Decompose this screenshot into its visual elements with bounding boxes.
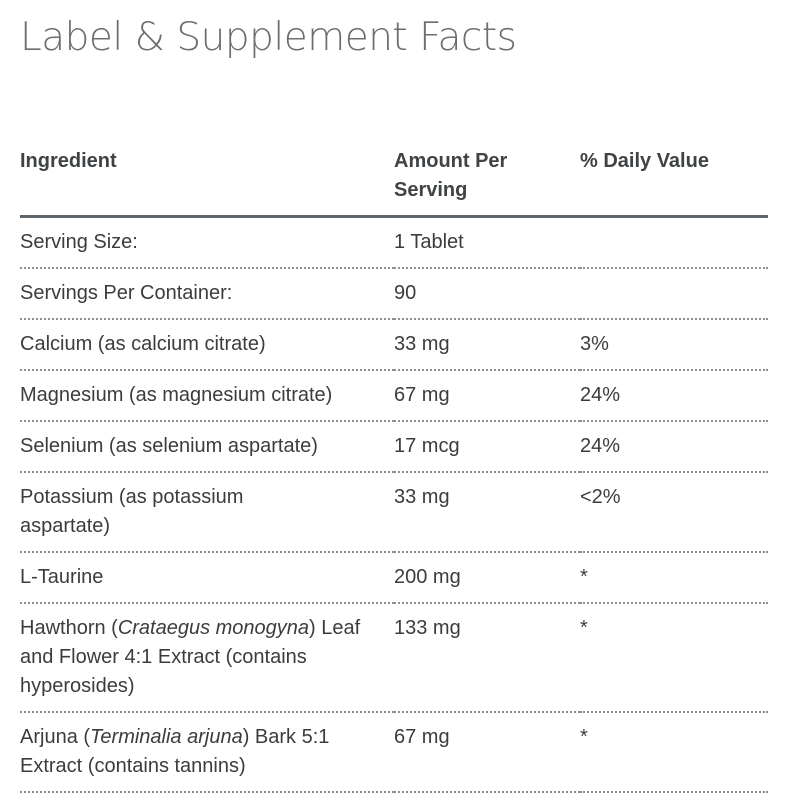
ingredient-cell: Servings Per Container: xyxy=(20,268,394,320)
table-row: Serving Size: 1 Tablet xyxy=(20,216,768,269)
daily-value-cell xyxy=(580,216,768,269)
botanical-name: Terminalia arjuna xyxy=(90,726,243,748)
amount-cell: 67 mg xyxy=(394,370,580,422)
table-row: Selenium (as selenium aspartate) 17 mcg … xyxy=(20,421,768,473)
daily-value-cell: * xyxy=(580,552,768,604)
amount-cell: 1 Tablet xyxy=(394,216,580,269)
ingredient-cell: Calcium (as calcium citrate) xyxy=(20,319,394,371)
amount-cell: 33 mg xyxy=(394,319,580,371)
daily-value-cell: <2% xyxy=(580,472,768,553)
table-header-row: Ingredient Amount Per Serving % Daily Va… xyxy=(20,145,768,218)
ingredient-cell: Magnesium (as magnesium citrate) xyxy=(20,370,394,422)
amount-cell: 67 mg xyxy=(394,712,580,793)
daily-value-cell: 3% xyxy=(580,319,768,371)
table-row: Servings Per Container: 90 xyxy=(20,268,768,320)
table-row: L-Taurine 200 mg * xyxy=(20,552,768,604)
ingredient-cell: Arjuna (Terminalia arjuna) Bark 5:1 Extr… xyxy=(20,712,394,793)
header-daily-value: % Daily Value xyxy=(580,145,768,218)
amount-cell: 17 mcg xyxy=(394,421,580,473)
table-row: Calcium (as calcium citrate) 33 mg 3% xyxy=(20,319,768,371)
ingredient-text: Hawthorn ( xyxy=(20,617,118,639)
ingredient-cell: L-Taurine xyxy=(20,552,394,604)
ingredient-cell: Serving Size: xyxy=(20,216,394,269)
ingredient-text: Arjuna ( xyxy=(20,726,91,748)
table-row: Arjuna (Terminalia arjuna) Bark 5:1 Extr… xyxy=(20,712,768,793)
daily-value-cell xyxy=(580,268,768,320)
daily-value-cell: * xyxy=(580,712,768,793)
header-amount-per-serving: Amount Per Serving xyxy=(394,145,580,218)
ingredient-text: ) Bark 5:1 Extract (contains tannins) xyxy=(20,726,330,777)
daily-value-cell: 24% xyxy=(580,421,768,473)
table-row: Hawthorn (Crataegus monogyna) Leaf and F… xyxy=(20,603,768,713)
page-title: Label & Supplement Facts xyxy=(20,15,517,60)
table-row: Potassium (as potassium aspartate) 33 mg… xyxy=(20,472,768,553)
supplement-facts-table: Ingredient Amount Per Serving % Daily Va… xyxy=(20,145,768,793)
daily-value-cell: 24% xyxy=(580,370,768,422)
header-ingredient: Ingredient xyxy=(20,145,394,218)
amount-cell: 90 xyxy=(394,268,580,320)
amount-cell: 33 mg xyxy=(394,472,580,553)
ingredient-text: ) Leaf and Flower 4:1 Extract (contains … xyxy=(20,617,361,697)
botanical-name: Crataegus monogyna xyxy=(117,617,310,639)
amount-cell: 133 mg xyxy=(394,603,580,713)
amount-cell: 200 mg xyxy=(394,552,580,604)
ingredient-cell: Potassium (as potassium aspartate) xyxy=(20,472,394,553)
table-row: Magnesium (as magnesium citrate) 67 mg 2… xyxy=(20,370,768,422)
ingredient-cell: Hawthorn (Crataegus monogyna) Leaf and F… xyxy=(20,603,394,713)
daily-value-cell: * xyxy=(580,603,768,713)
ingredient-cell: Selenium (as selenium aspartate) xyxy=(20,421,394,473)
